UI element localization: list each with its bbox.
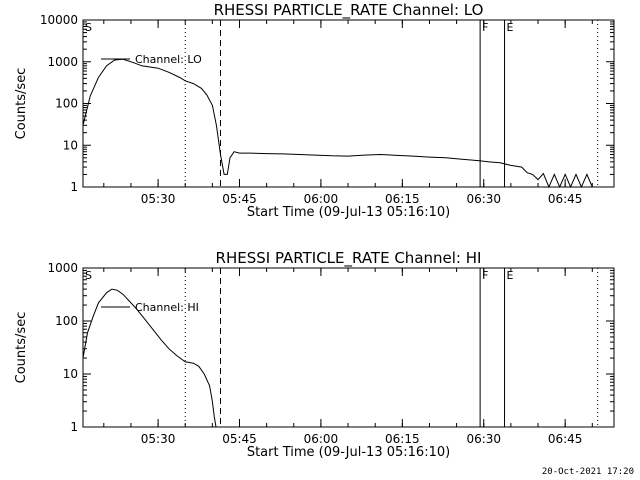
x-tick-label: 06:45 <box>548 432 583 446</box>
event-marker-S: S <box>85 269 92 282</box>
legend-label: Channel: LO <box>135 53 202 66</box>
event-marker-E: E <box>507 269 514 282</box>
x-tick-label: 06:15 <box>385 192 420 206</box>
event-marker-F: F <box>482 269 488 282</box>
plot-frame <box>82 19 615 188</box>
x-tick-label: 06:30 <box>466 192 501 206</box>
x-tick-label: 06:00 <box>304 432 339 446</box>
timestamp-footer: 20-Oct-2021 17:20 <box>541 467 634 477</box>
x-tick-label: 06:30 <box>466 432 501 446</box>
y-tick-label: 10 <box>63 138 78 152</box>
legend-label: Channel: HI <box>135 301 199 314</box>
x-tick-label: 05:45 <box>222 192 257 206</box>
y-tick-label: 100 <box>55 314 78 328</box>
series-line <box>82 288 217 428</box>
x-tick-label: 05:45 <box>222 432 257 446</box>
x-tick-label: 05:30 <box>141 432 176 446</box>
y-tick-label: 10000 <box>40 13 78 27</box>
y-tick-label: 1 <box>70 420 78 434</box>
y-tick-label: 100 <box>55 97 78 111</box>
y-axis-label: Counts/sec <box>14 68 29 140</box>
x-axis-label: Start Time (09-Jul-13 05:16:10) <box>247 445 450 460</box>
plot-frame <box>82 267 615 428</box>
y-tick-label: 1000 <box>47 261 78 275</box>
y-tick-label: 1 <box>70 180 78 194</box>
x-tick-label: 06:45 <box>548 192 583 206</box>
y-tick-label: 1000 <box>47 55 78 69</box>
chart-title: RHESSI PARTICLE_RATE Channel: HI <box>216 249 482 268</box>
series-line <box>82 58 593 189</box>
chart-title: RHESSI PARTICLE_RATE Channel: LO <box>214 1 484 20</box>
y-axis-label: Counts/sec <box>14 312 29 384</box>
event-marker-E: E <box>507 21 514 34</box>
x-tick-label: 06:15 <box>385 432 420 446</box>
event-marker-F: F <box>482 21 488 34</box>
x-axis-label: Start Time (09-Jul-13 05:16:10) <box>247 205 450 220</box>
event-marker-S: S <box>85 21 92 34</box>
y-tick-label: 10 <box>63 367 78 381</box>
x-tick-label: 06:00 <box>304 192 339 206</box>
x-tick-label: 05:30 <box>141 192 176 206</box>
